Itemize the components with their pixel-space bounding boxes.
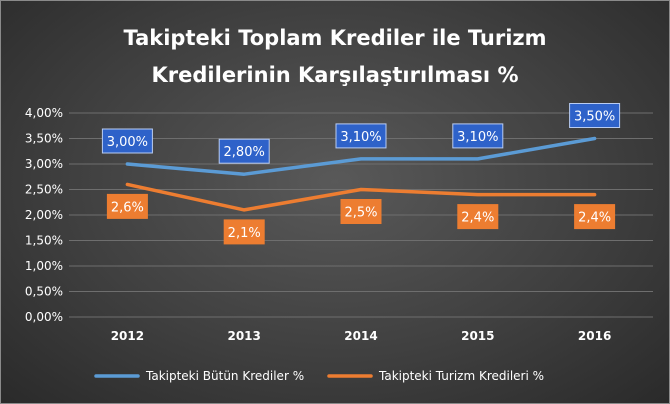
data-label-box <box>106 193 148 219</box>
x-tick-label: 2015 <box>461 329 494 343</box>
y-tick-label: 1,50% <box>25 234 63 248</box>
data-label: 2,80% <box>224 145 265 160</box>
y-tick-label: 0,00% <box>25 310 63 324</box>
data-label: 3,00% <box>107 135 148 150</box>
y-tick-label: 3,50% <box>25 132 63 146</box>
y-tick-label: 4,00% <box>25 106 63 120</box>
data-label-box <box>223 219 265 245</box>
chart-title-line-2: Kredilerinin Karşılaştırılması % <box>152 63 519 87</box>
data-label: 2,4% <box>578 211 611 226</box>
data-label-box <box>340 199 382 224</box>
data-label-box <box>457 204 499 230</box>
x-tick-label: 2014 <box>344 329 377 343</box>
data-label-box <box>218 138 270 164</box>
data-labels: 3,00% 2,80% 3,10% 3,10% 3,50% 2,6% 2,1% 2,5% 2,4… <box>101 103 621 245</box>
y-tick-label: 3,00% <box>25 157 63 171</box>
y-tick-label: 2,50% <box>25 183 63 197</box>
x-tick-label: 2016 <box>578 329 611 343</box>
series-line-1 <box>125 136 597 176</box>
data-label: 3,50% <box>574 110 615 125</box>
x-axis: 2012 2013 2014 2015 2016 <box>111 329 612 343</box>
y-tick-label: 2,00% <box>25 208 63 222</box>
legend-label: Takipteki Bütün Krediler % <box>145 369 304 383</box>
series-line-2 <box>125 182 597 212</box>
x-tick-label: 2013 <box>227 329 260 343</box>
data-label: 3,10% <box>340 130 381 145</box>
chart-title-line-1: Takipteki Toplam Krediler ile Turizm <box>123 26 546 50</box>
data-label-box <box>101 128 153 154</box>
legend-label: Takipteki Turizm Kredileri % <box>378 369 544 383</box>
data-label: 2,5% <box>344 206 377 221</box>
data-label-box <box>452 123 504 149</box>
data-label: 2,1% <box>228 226 261 241</box>
y-tick-label: 0,50% <box>25 285 63 299</box>
y-tick-label: 1,00% <box>25 259 63 273</box>
data-label: 2,6% <box>111 200 144 215</box>
data-label-box <box>335 123 387 149</box>
data-label: 2,4% <box>461 211 494 226</box>
y-axis: 0,00% 0,50% 1,00% 1,50% 2,00% 2,50% 3,00% 3,50%… <box>25 106 63 324</box>
data-label-box <box>569 103 621 128</box>
data-label: 3,10% <box>457 130 498 145</box>
series-lines <box>125 136 597 212</box>
legend: Takipteki Bütün Krediler % Takipteki Turi… <box>94 369 544 383</box>
data-label-box <box>574 204 616 230</box>
x-tick-label: 2012 <box>111 329 144 343</box>
